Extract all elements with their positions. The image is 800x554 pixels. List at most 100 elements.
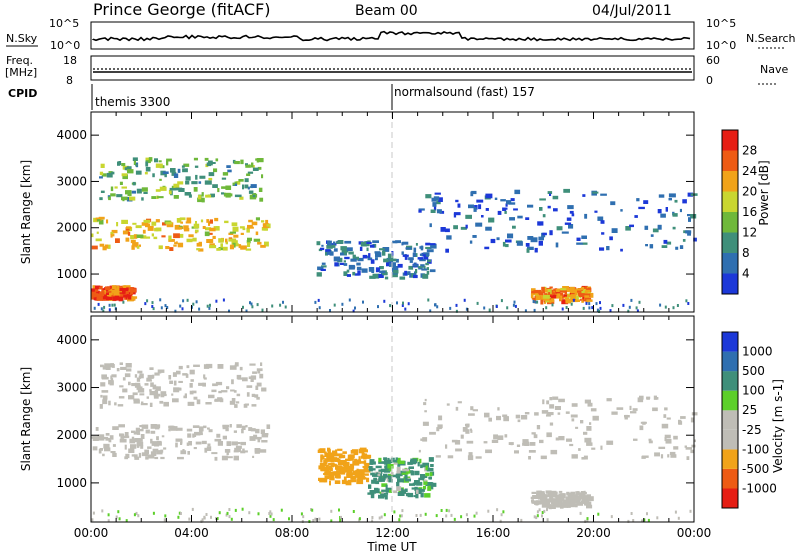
data-cell (422, 254, 426, 257)
cpid-segment-1: themis 3300 (95, 95, 170, 109)
data-cell (586, 299, 593, 302)
data-cell (187, 433, 192, 438)
data-cell (221, 455, 228, 461)
data-cell (423, 480, 428, 485)
data-cell (370, 493, 375, 499)
data-cell (360, 472, 363, 475)
data-cell (208, 232, 213, 235)
data-cell (352, 460, 360, 466)
data-cell (566, 504, 571, 508)
colorbar-swatch (722, 468, 738, 489)
ground-scatter-cell (647, 518, 650, 522)
data-cell (402, 468, 410, 472)
data-cell (335, 449, 338, 455)
data-cell (381, 489, 388, 492)
data-cell (204, 180, 212, 185)
ground-scatter-cell (205, 513, 208, 516)
data-cell (550, 449, 558, 455)
data-cell (198, 382, 205, 386)
data-cell (362, 465, 370, 468)
data-cell (558, 500, 562, 505)
data-cell (517, 419, 521, 423)
data-cell (645, 244, 648, 247)
data-cell (345, 480, 352, 486)
ground-scatter-cell (268, 512, 271, 515)
colorbar-swatch (722, 332, 738, 352)
data-cell (162, 222, 167, 226)
data-cell (220, 398, 224, 403)
data-cell (393, 490, 398, 494)
ground-scatter-cell (399, 514, 402, 518)
data-cell (125, 190, 132, 195)
data-cell (127, 231, 131, 236)
data-cell (629, 224, 634, 228)
data-cell (469, 428, 472, 431)
data-cell (348, 264, 355, 270)
data-cell (555, 437, 559, 441)
data-cell (197, 195, 202, 200)
data-cell (259, 449, 267, 453)
power-colorbar-tick: 28 (742, 144, 757, 158)
data-cell (550, 490, 557, 495)
data-cell (106, 296, 113, 300)
data-cell (531, 432, 536, 435)
data-cell (186, 238, 193, 243)
data-cell (122, 230, 130, 235)
data-cell (119, 287, 124, 292)
data-cell (428, 457, 434, 462)
data-cell (470, 429, 473, 433)
data-cell (115, 238, 120, 243)
data-cell (345, 458, 351, 462)
data-cell (91, 291, 97, 297)
data-cell (330, 458, 335, 463)
data-cell (101, 390, 109, 393)
data-cell (109, 292, 113, 296)
ground-scatter-cell (435, 514, 438, 518)
data-cell (137, 370, 143, 374)
data-cell (674, 199, 678, 203)
data-cell (110, 375, 113, 379)
data-cell (155, 163, 163, 168)
data-cell (97, 435, 104, 440)
data-cell (575, 295, 579, 300)
data-cell (549, 295, 555, 300)
data-cell (351, 449, 359, 454)
data-cell (371, 479, 376, 484)
freq-tick-top: 18 (63, 54, 77, 67)
data-cell (548, 504, 552, 510)
data-cell (92, 436, 99, 441)
ground-scatter-cell (440, 509, 443, 512)
data-cell (193, 187, 198, 192)
ground-scatter-cell (288, 517, 290, 521)
data-cell (325, 470, 331, 476)
data-cell (106, 296, 109, 301)
ground-scatter-cell (524, 309, 527, 313)
data-cell (130, 235, 135, 240)
data-cell (679, 245, 684, 249)
data-cell (530, 293, 534, 298)
data-cell (411, 487, 419, 490)
ground-scatter-cell (427, 298, 430, 302)
ground-scatter-cell (436, 305, 439, 309)
data-cell (552, 195, 559, 200)
data-cell (98, 219, 104, 225)
data-cell (606, 398, 612, 402)
data-cell (260, 362, 263, 366)
velocity-ylabel: Slant Range [km] (19, 367, 33, 471)
data-cell (550, 292, 556, 295)
data-cell (238, 179, 244, 182)
data-cell (251, 221, 258, 226)
data-cell (399, 276, 406, 280)
power-colorbar-tick: 20 (742, 185, 757, 199)
data-cell (334, 480, 341, 484)
data-cell (147, 225, 154, 231)
data-cell (175, 241, 178, 245)
data-cell (522, 439, 529, 444)
data-cell (319, 448, 326, 454)
ground-scatter-cell (279, 303, 282, 307)
data-cell (247, 186, 250, 190)
data-cell (147, 454, 155, 459)
ground-scatter-cell (393, 510, 396, 514)
data-cell (682, 239, 686, 242)
data-cell (451, 439, 458, 443)
